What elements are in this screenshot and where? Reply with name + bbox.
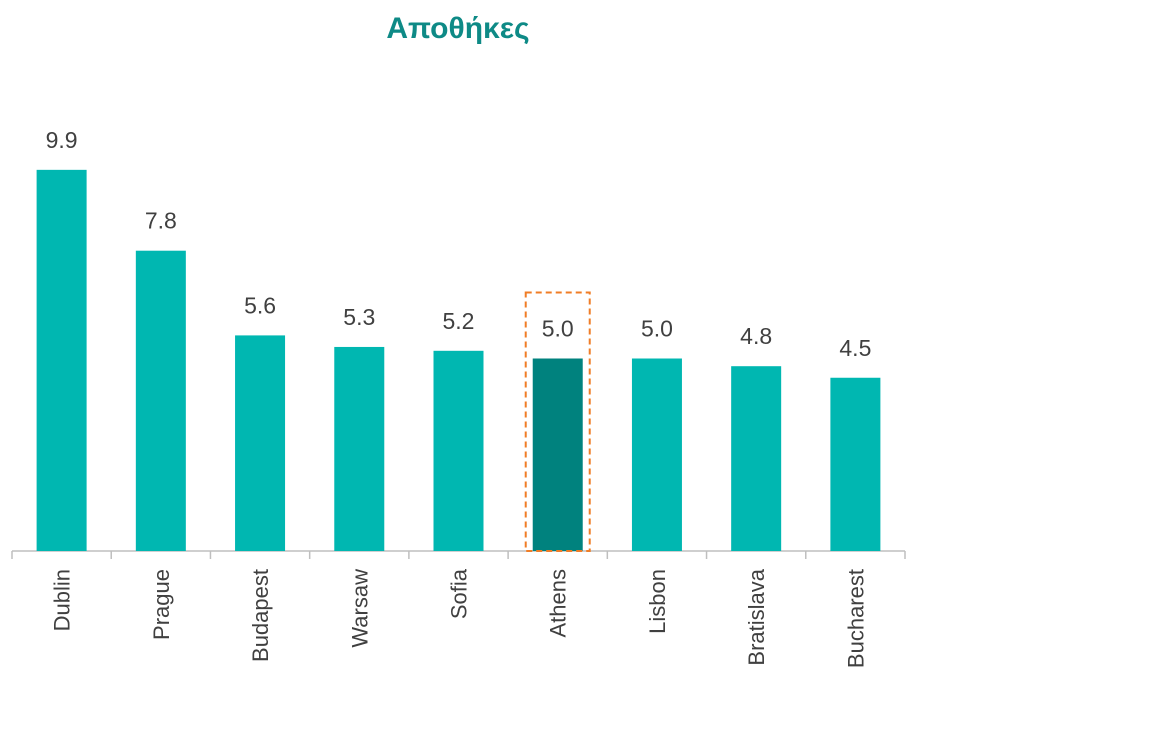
- bar-prague: [135, 250, 186, 551]
- bar-bratislava: [731, 366, 782, 551]
- data-label-warsaw: 5.3: [343, 304, 375, 330]
- x-tick-label-warsaw: Warsaw: [347, 569, 372, 648]
- highlight-box: [524, 291, 591, 552]
- bar-dublin: [36, 169, 87, 551]
- chart-title: Αποθήκες: [386, 12, 530, 45]
- data-label-prague: 7.8: [145, 208, 177, 234]
- x-tick-label-bucharest: Bucharest: [843, 569, 868, 668]
- bar-athens: [532, 358, 583, 551]
- data-label-dublin: 9.9: [46, 127, 78, 153]
- data-label-budapest: 5.6: [244, 292, 276, 318]
- data-label-lisbon: 5.0: [641, 316, 673, 342]
- data-label-bucharest: 4.5: [839, 335, 871, 361]
- x-tick-label-prague: Prague: [149, 569, 174, 640]
- x-tick-label-bratislava: Bratislava: [744, 568, 769, 665]
- x-tick-label-dublin: Dublin: [50, 569, 75, 631]
- bar-sofia: [433, 350, 484, 551]
- bar-bucharest: [830, 377, 881, 551]
- data-label-bratislava: 4.8: [740, 323, 772, 349]
- data-label-sofia: 5.2: [443, 308, 475, 334]
- x-tick-label-sofia: Sofia: [447, 568, 472, 619]
- x-tick-label-budapest: Budapest: [248, 569, 273, 662]
- x-tick-label-athens: Athens: [546, 569, 571, 638]
- x-tick-label-lisbon: Lisbon: [645, 569, 670, 634]
- data-label-athens: 5.0: [542, 316, 574, 342]
- bar-lisbon: [631, 358, 682, 551]
- bar-budapest: [235, 335, 286, 551]
- bar-warsaw: [334, 346, 385, 551]
